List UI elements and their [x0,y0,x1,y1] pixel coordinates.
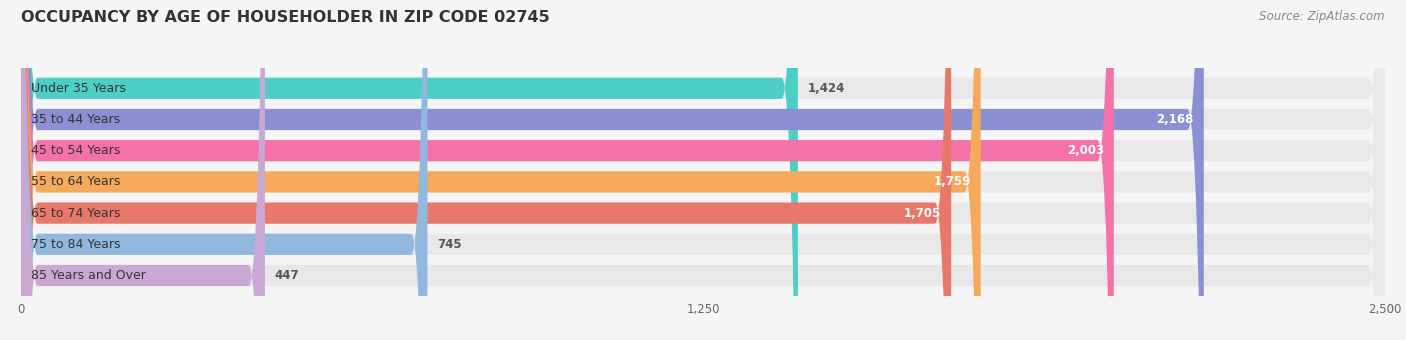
Text: 55 to 64 Years: 55 to 64 Years [31,175,121,188]
Text: 1,759: 1,759 [934,175,972,188]
FancyBboxPatch shape [21,0,1385,340]
Text: Source: ZipAtlas.com: Source: ZipAtlas.com [1260,10,1385,23]
FancyBboxPatch shape [21,0,264,340]
Text: Under 35 Years: Under 35 Years [31,82,125,95]
Text: 35 to 44 Years: 35 to 44 Years [31,113,120,126]
FancyBboxPatch shape [21,0,1385,340]
Text: 75 to 84 Years: 75 to 84 Years [31,238,121,251]
Text: 65 to 74 Years: 65 to 74 Years [31,207,121,220]
Text: 1,424: 1,424 [807,82,845,95]
Text: 745: 745 [437,238,463,251]
Text: 45 to 54 Years: 45 to 54 Years [31,144,121,157]
FancyBboxPatch shape [21,0,1204,340]
Text: 447: 447 [274,269,299,282]
FancyBboxPatch shape [21,0,799,340]
FancyBboxPatch shape [21,0,1385,340]
Text: 85 Years and Over: 85 Years and Over [31,269,146,282]
FancyBboxPatch shape [21,0,952,340]
FancyBboxPatch shape [21,0,980,340]
Text: 2,003: 2,003 [1067,144,1104,157]
Text: 2,168: 2,168 [1157,113,1194,126]
Text: OCCUPANCY BY AGE OF HOUSEHOLDER IN ZIP CODE 02745: OCCUPANCY BY AGE OF HOUSEHOLDER IN ZIP C… [21,10,550,25]
FancyBboxPatch shape [21,0,1385,340]
FancyBboxPatch shape [21,0,1385,340]
FancyBboxPatch shape [21,0,427,340]
FancyBboxPatch shape [21,0,1114,340]
FancyBboxPatch shape [21,0,1385,340]
FancyBboxPatch shape [21,0,1385,340]
Text: 1,705: 1,705 [904,207,942,220]
